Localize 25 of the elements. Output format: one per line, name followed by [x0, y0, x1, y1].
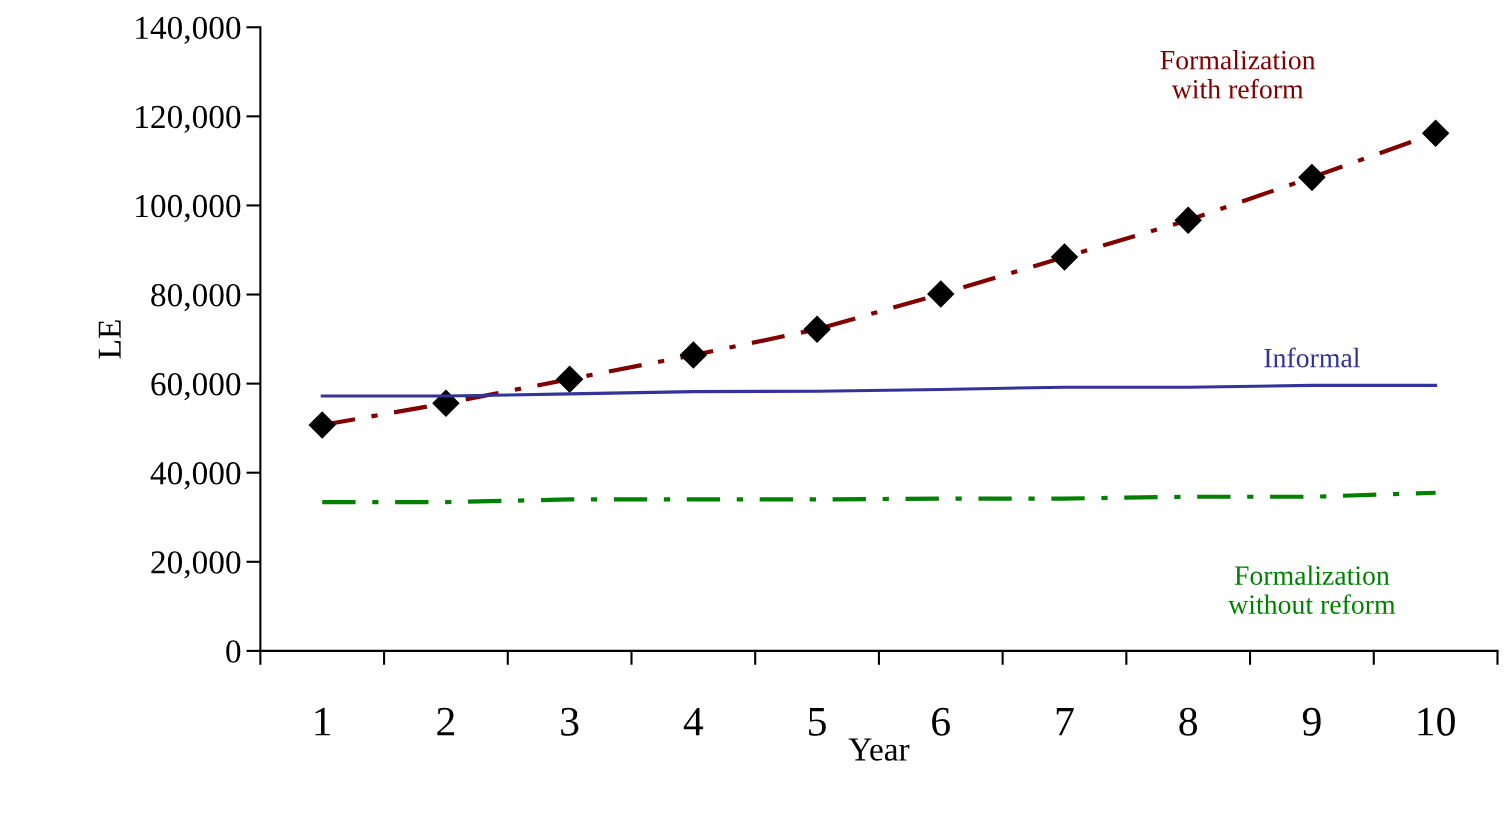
x-tick-label: 8: [1179, 707, 1198, 736]
x-tick-label: 7: [1056, 708, 1074, 736]
series-label: Informal: [1264, 347, 1360, 368]
y-tick-label: 80,000: [151, 283, 241, 312]
y-tick-label: 60,000: [151, 373, 241, 401]
x-tick-label: 5: [809, 708, 826, 736]
line-series: [320, 383, 1438, 398]
x-tick-label: 9: [1302, 707, 1321, 736]
x-tick-label: 3: [561, 707, 579, 736]
text: Formalization without reform: [1228, 565, 1396, 615]
x-tick-label: 6: [932, 707, 950, 736]
y-axis-title: LE: [98, 320, 121, 359]
x-tick-label: 4: [683, 707, 704, 736]
text: Formalization with reform: [1160, 50, 1316, 99]
y-tick-label: 120,000: [136, 105, 241, 134]
x-tick-label: 2: [437, 707, 455, 736]
line-series: [320, 490, 1438, 505]
y-tick-label: 0: [226, 640, 241, 663]
y-tick-label: 100,000: [136, 194, 241, 223]
x-axis-title: Year: [848, 738, 910, 761]
y-tick-label: 40,000: [150, 462, 241, 490]
x-tick-label: 10: [1418, 707, 1455, 736]
y-tick-label: 20,000: [151, 551, 241, 579]
x-tick-label: 1: [315, 707, 331, 736]
y-tick-label: 140,000: [136, 16, 241, 44]
